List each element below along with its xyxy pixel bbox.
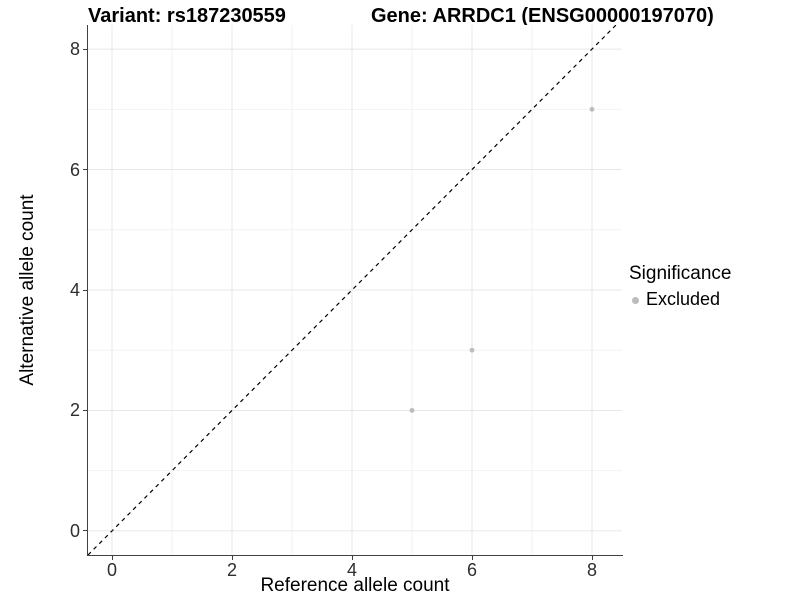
plot-title-gene: Gene: ARRDC1 (ENSG00000197070) xyxy=(371,5,714,27)
y-tick-label: 6 xyxy=(69,159,80,180)
x-tick-label: 4 xyxy=(346,560,358,580)
identity-line xyxy=(88,25,617,555)
legend-item-label: Excluded xyxy=(646,289,721,309)
y-tick-label: 2 xyxy=(69,400,80,421)
x-axis-title: Reference allele count xyxy=(260,575,450,596)
y-tick-label: 0 xyxy=(69,520,80,541)
x-tick-label: 0 xyxy=(106,560,118,580)
data-point xyxy=(469,347,475,353)
x-axis-line xyxy=(87,555,623,556)
x-tick-mark xyxy=(231,556,233,560)
y-tick-mark xyxy=(83,409,87,411)
y-tick-mark xyxy=(83,169,87,171)
y-tick-mark xyxy=(83,289,87,291)
x-tick-mark xyxy=(111,556,113,560)
plot-panel xyxy=(88,25,622,555)
x-tick-label: 8 xyxy=(586,560,598,580)
legend-item-excluded: Excluded xyxy=(629,289,731,310)
y-tick-mark xyxy=(83,48,87,50)
data-point xyxy=(409,408,415,413)
y-tick-mark xyxy=(83,530,87,532)
legend-point-icon xyxy=(632,296,639,304)
y-tick-label: 8 xyxy=(69,39,80,60)
plot-title-variant: Variant: rs187230559 xyxy=(88,5,286,27)
x-tick-mark xyxy=(591,556,593,560)
y-axis-line xyxy=(87,25,88,556)
plot-canvas xyxy=(88,25,622,555)
legend: Significance Excluded xyxy=(629,263,731,310)
x-tick-mark xyxy=(471,556,473,560)
data-point xyxy=(589,106,595,112)
x-tick-label: 2 xyxy=(226,560,238,580)
x-tick-label: 6 xyxy=(466,560,478,580)
x-tick-mark xyxy=(351,556,353,560)
y-tick-label: 4 xyxy=(69,280,80,300)
legend-title: Significance xyxy=(629,263,732,284)
